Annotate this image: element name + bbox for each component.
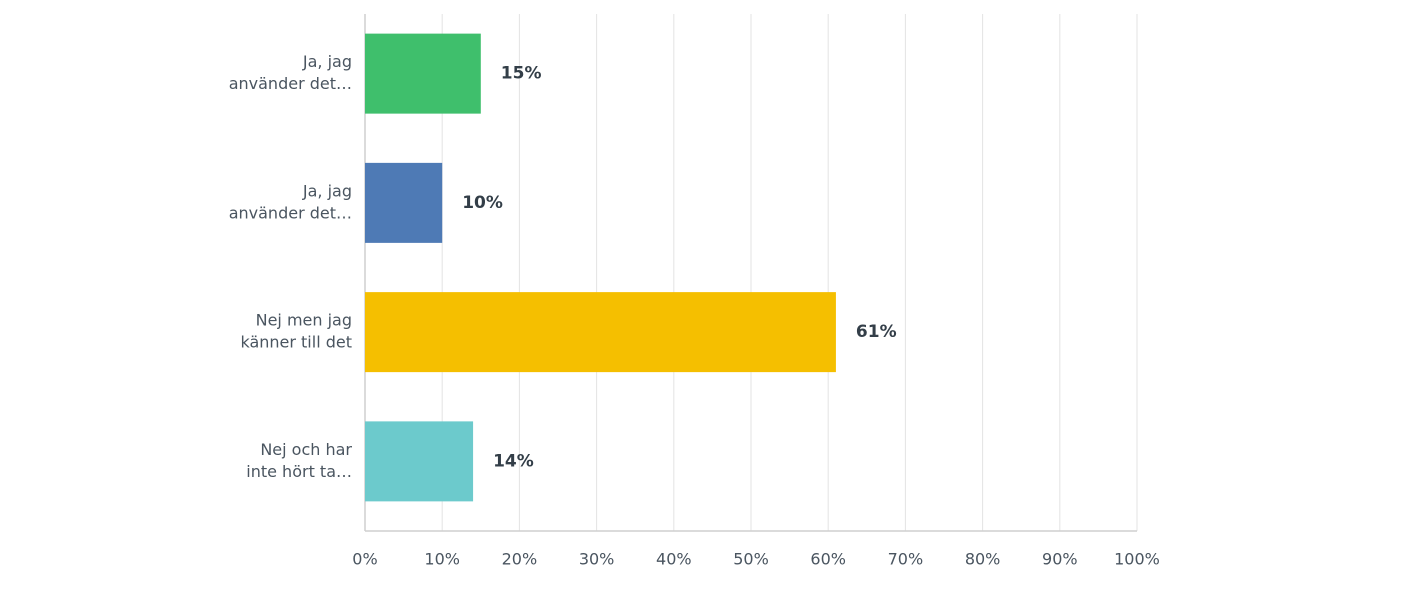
value-label: 15%	[501, 64, 542, 84]
x-tick-label: 50%	[733, 550, 769, 569]
y-tick-label: Ja, jag	[302, 52, 352, 71]
y-tick-label: inte hört ta…	[246, 462, 352, 481]
value-label: 14%	[493, 451, 534, 471]
x-tick-label: 60%	[810, 550, 846, 569]
bar	[365, 33, 481, 114]
y-tick-label: Nej men jag	[256, 311, 352, 330]
y-tick-label: Nej och har	[260, 440, 352, 459]
x-tick-label: 20%	[502, 550, 538, 569]
x-tick-label: 10%	[424, 550, 460, 569]
bar	[365, 292, 836, 373]
bar	[365, 162, 443, 243]
x-tick-label: 70%	[888, 550, 924, 569]
x-tick-label: 80%	[965, 550, 1001, 569]
x-tick-label: 90%	[1042, 550, 1078, 569]
bar	[365, 421, 474, 502]
y-tick-label: använder det…	[229, 74, 352, 93]
value-label: 10%	[462, 193, 503, 213]
y-tick-label: känner till det	[240, 333, 352, 352]
y-tick-label: använder det…	[229, 203, 352, 222]
x-tick-label: 0%	[352, 550, 377, 569]
x-tick-label: 100%	[1114, 550, 1160, 569]
value-label: 61%	[856, 322, 897, 342]
x-tick-label: 30%	[579, 550, 615, 569]
y-tick-label: Ja, jag	[302, 181, 352, 200]
x-tick-label: 40%	[656, 550, 692, 569]
